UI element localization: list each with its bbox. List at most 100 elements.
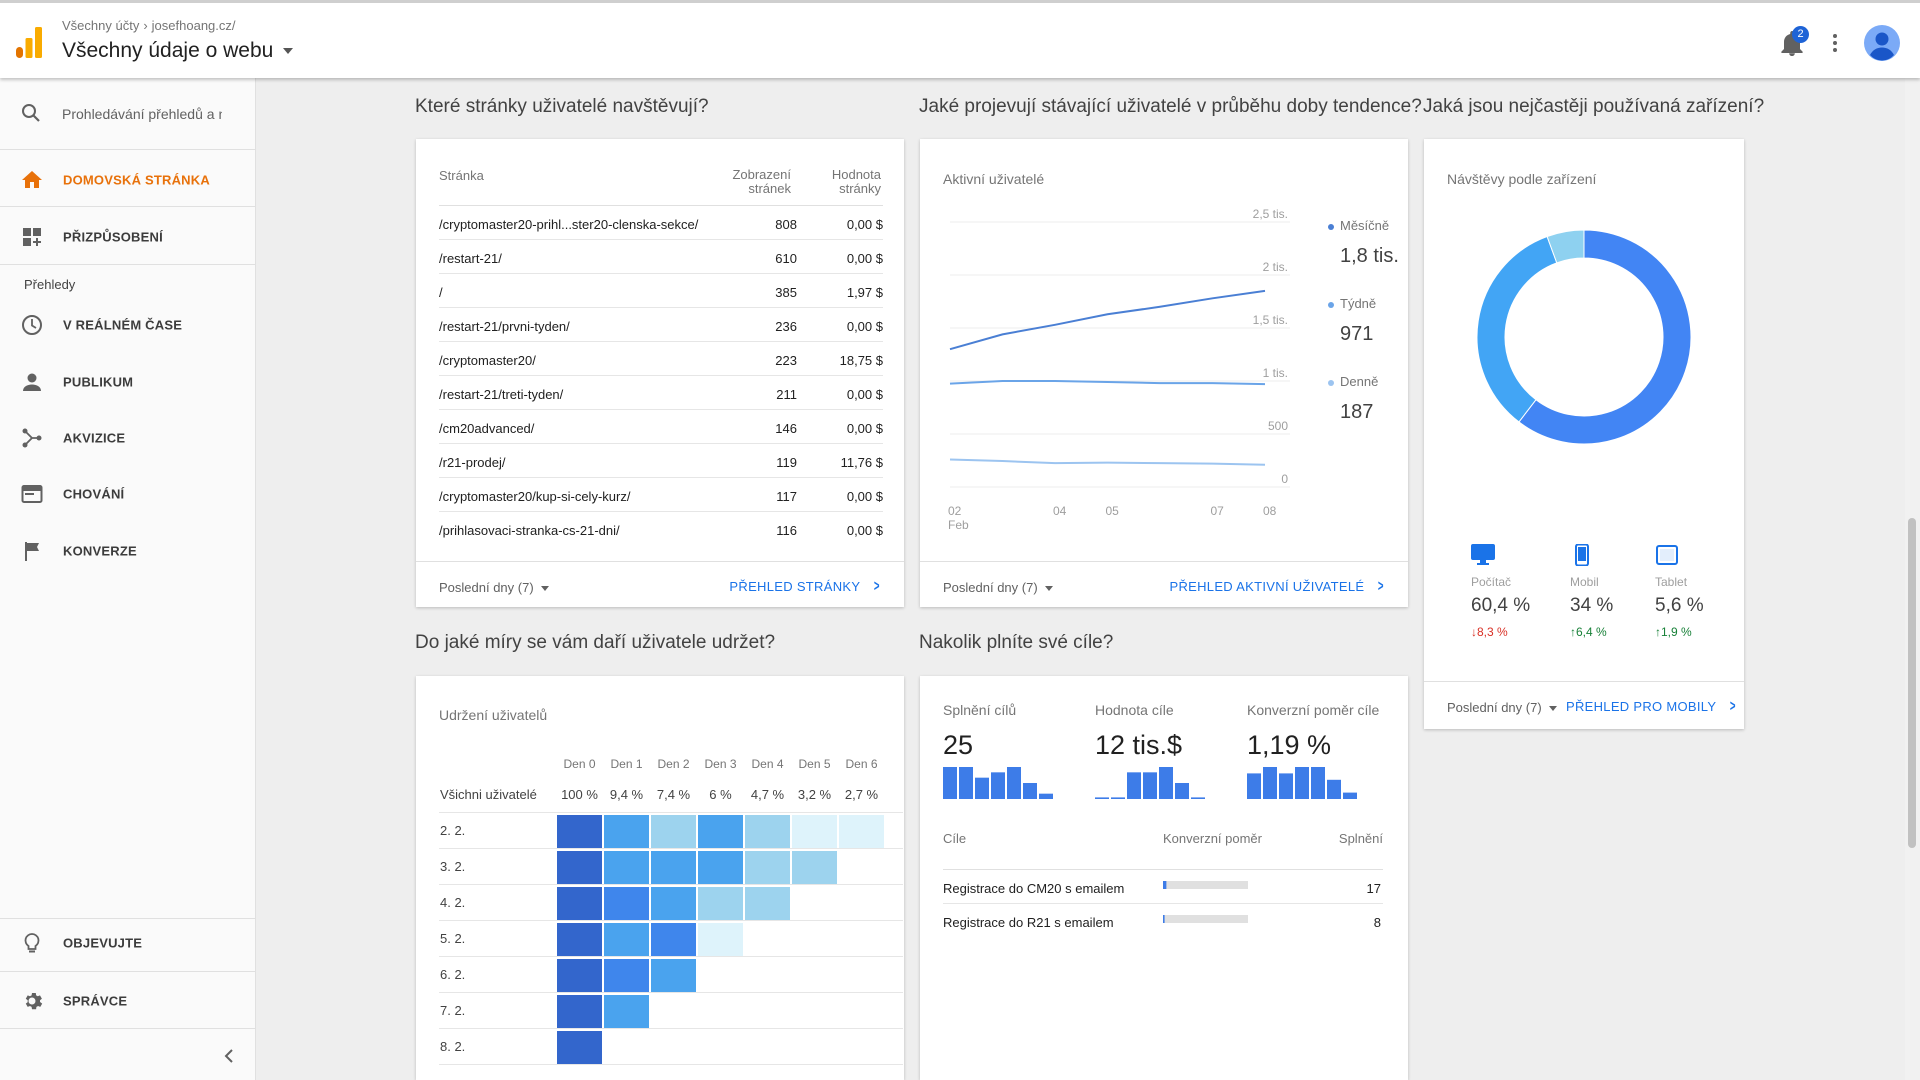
retention-cell[interactable] — [839, 815, 884, 848]
sidebar-item-audience[interactable]: PUBLIKUM — [0, 358, 256, 406]
sidebar-item-customization[interactable]: PŘIZPŮSOBENÍ — [0, 213, 256, 261]
table-row[interactable]: /cm20advanced/146 0,00 $ — [439, 410, 883, 444]
retention-cell[interactable] — [651, 923, 696, 956]
device-name: Mobil — [1570, 575, 1599, 589]
retention-cell[interactable] — [698, 887, 743, 920]
retention-day-header: Den 1 — [610, 757, 643, 771]
collapse-chevron-icon[interactable] — [220, 1044, 238, 1068]
retention-cell[interactable] — [745, 887, 790, 920]
retention-cell[interactable] — [557, 815, 602, 848]
x-tick-label: 04 — [1053, 504, 1067, 518]
retention-cell[interactable] — [604, 851, 649, 884]
legend-value-monthly: 1,8 tis. — [1340, 245, 1399, 267]
retention-cell[interactable] — [745, 851, 790, 884]
series-line-Denně[interactable] — [949, 458, 1266, 466]
retention-cell[interactable] — [698, 851, 743, 884]
page-value: 0,00 $ — [846, 387, 883, 402]
retention-cell[interactable] — [557, 995, 602, 1028]
breadcrumb-property[interactable]: josefhoang.cz/ — [151, 18, 236, 33]
table-row[interactable]: /r21-prodej/119 11,76 $ — [439, 444, 883, 478]
goals-section-title: Nakolik plníte své cíle? — [919, 632, 1114, 653]
sidebar-item-acquisition[interactable]: AKVIZICE — [0, 414, 256, 462]
sidebar-item-conversions[interactable]: KONVERZE — [0, 527, 256, 575]
scrollbar-thumb[interactable] — [1908, 518, 1916, 848]
retention-cell[interactable] — [698, 815, 743, 848]
retention-cell[interactable] — [557, 923, 602, 956]
retention-cell[interactable] — [604, 815, 649, 848]
donut-slice-Mobil[interactable] — [1476, 235, 1558, 423]
active-users-report-link[interactable]: PŘEHLED AKTIVNÍ UŽIVATELÉ > — [1169, 578, 1386, 596]
pages-report-link[interactable]: PŘEHLED STRÁNKY > — [729, 578, 882, 596]
retention-value: 2,7 % — [844, 787, 879, 802]
sidebar-item-realtime[interactable]: V REÁLNÉM ČASE — [0, 301, 256, 349]
sidebar-item-admin[interactable]: SPRÁVCE — [0, 977, 256, 1025]
table-row[interactable]: /restart-21/610 0,00 $ — [439, 240, 883, 274]
retention-cell[interactable] — [557, 851, 602, 884]
cohort-label: 7. 2. — [440, 1003, 466, 1018]
sidebar-item-discover[interactable]: OBJEVUJTE — [0, 919, 256, 967]
legend-label: Měsíčně — [1340, 218, 1390, 233]
retention-cohort-row: 6. 2. — [439, 957, 903, 993]
donut-slice-Počítač[interactable] — [1518, 229, 1692, 445]
mobile-report-link[interactable]: PŘEHLED PRO MOBILY > — [1566, 698, 1738, 716]
user-avatar-icon[interactable] — [1864, 25, 1900, 61]
goal-row[interactable]: Registrace do R21 s emailem 8 — [943, 904, 1383, 938]
retention-cell[interactable] — [745, 815, 790, 848]
retention-cell[interactable] — [557, 959, 602, 992]
series-line-Měsíčně[interactable] — [949, 289, 1266, 351]
page-views: 117 — [776, 489, 797, 504]
date-range-dropdown[interactable]: Poslední dny (7) — [943, 580, 1053, 595]
retention-cell[interactable] — [792, 815, 837, 848]
analytics-logo-icon[interactable] — [16, 27, 42, 58]
breadcrumb-account[interactable]: Všechny účty — [62, 18, 140, 33]
table-row[interactable]: /cryptomaster20-prihl...ster20-clenska-s… — [439, 206, 883, 240]
retention-cell[interactable] — [604, 995, 649, 1028]
retention-cell[interactable] — [557, 1031, 602, 1064]
retention-cohort-row: 2. 2. — [439, 813, 903, 849]
page-views: 146 — [775, 421, 797, 436]
table-row[interactable]: /prihlasovaci-stranka-cs-21-dni/116 0,00 … — [439, 512, 883, 546]
devices-donut-chart — [1476, 229, 1692, 445]
view-title: Všechny údaje o webu — [62, 39, 274, 62]
table-row[interactable]: /restart-21/treti-tyden/211 0,00 $ — [439, 376, 883, 410]
sidebar-item-behavior[interactable]: CHOVÁNÍ — [0, 470, 256, 518]
view-selector[interactable]: Všechny údaje o webu — [62, 39, 294, 63]
goal-metric-label: Splnění cílů — [943, 702, 1017, 718]
report-search-input[interactable] — [62, 104, 222, 124]
retention-cell[interactable] — [651, 887, 696, 920]
more-vert-icon[interactable] — [1828, 31, 1842, 55]
table-row[interactable]: /restart-21/prvni-tyden/236 0,00 $ — [439, 308, 883, 342]
retention-cell[interactable] — [604, 923, 649, 956]
date-range-dropdown[interactable]: Poslední dny (7) — [439, 580, 549, 595]
page-value: 0,00 $ — [846, 421, 883, 436]
legend-value-daily: 187 — [1340, 401, 1374, 423]
page-views: 610 — [775, 251, 797, 266]
spark-bar — [1247, 773, 1261, 799]
date-range-dropdown[interactable]: Poslední dny (7) — [1447, 700, 1557, 715]
retention-cell[interactable] — [698, 923, 743, 956]
retention-cell[interactable] — [651, 959, 696, 992]
series-line-Týdně[interactable] — [949, 380, 1266, 386]
sidebar-item-home[interactable]: DOMOVSKÁ STRÁNKA — [0, 156, 256, 204]
device-change-value: 6,4 % — [1576, 625, 1607, 639]
retention-cell[interactable] — [604, 887, 649, 920]
donut-slice-Tablet[interactable] — [1546, 229, 1585, 264]
table-row[interactable]: /cryptomaster20/kup-si-cely-kurz/117 0,00… — [439, 478, 883, 512]
goal-row[interactable]: Registrace do CM20 s emailem 17 — [943, 870, 1383, 904]
retention-cell[interactable] — [792, 851, 837, 884]
sidebar-item-label: PUBLIKUM — [63, 374, 134, 390]
desktop-icon — [1471, 544, 1495, 565]
retention-cell[interactable] — [651, 851, 696, 884]
retention-cell[interactable] — [557, 887, 602, 920]
chevron-right-icon: > — [1378, 578, 1385, 595]
page-views: 119 — [776, 455, 797, 470]
sidebar-item-label: SPRÁVCE — [63, 993, 128, 1009]
retention-cell[interactable] — [651, 815, 696, 848]
device-change: ↑1,9 % — [1655, 625, 1704, 639]
table-row[interactable]: / 385 1,97 $ — [439, 274, 883, 308]
page-scrollbar[interactable] — [1905, 78, 1920, 1080]
breadcrumb[interactable]: Všechny účty › josefhoang.cz/ — [62, 18, 236, 33]
table-row[interactable]: /cryptomaster20/223 18,75 $ — [439, 342, 883, 376]
retention-cell[interactable] — [604, 959, 649, 992]
spark-bar — [1143, 772, 1157, 799]
